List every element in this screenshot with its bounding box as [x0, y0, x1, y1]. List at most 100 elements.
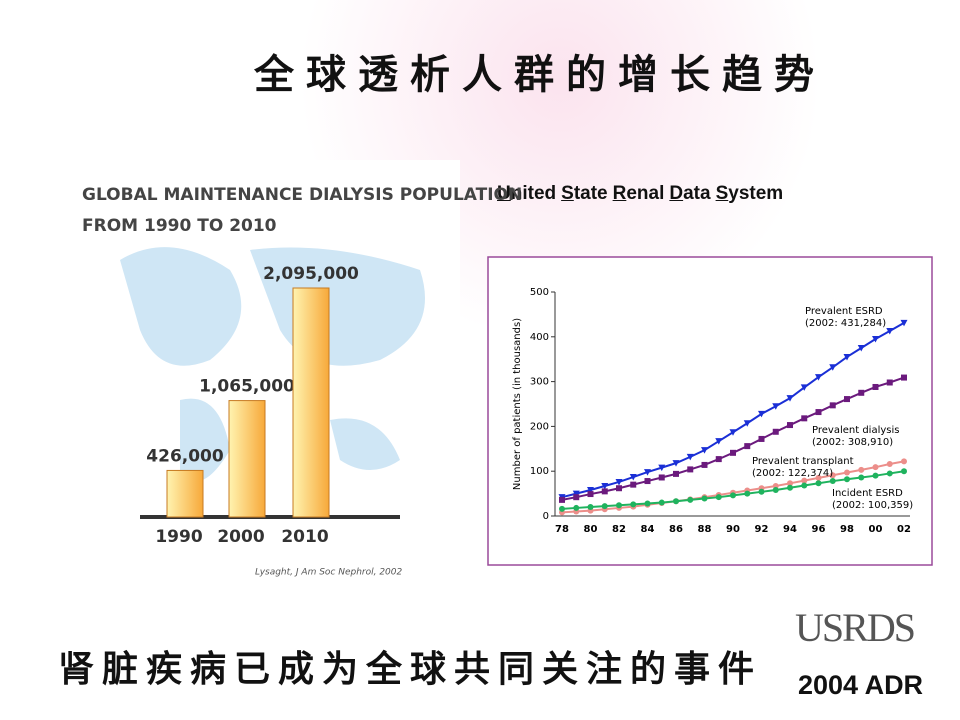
point [687, 466, 694, 473]
point [829, 478, 836, 485]
point [644, 478, 651, 485]
point [829, 364, 837, 371]
point [786, 395, 794, 402]
point [901, 374, 907, 381]
heading-word: Data [669, 183, 711, 204]
point [601, 503, 608, 510]
y-tick-label: 500 [530, 287, 549, 298]
point [615, 478, 623, 486]
point [686, 453, 694, 461]
bar [292, 287, 330, 518]
point [829, 472, 836, 479]
point [573, 504, 580, 511]
point [587, 491, 594, 498]
point [559, 505, 565, 512]
series-label: Prevalent ESRD [805, 306, 883, 317]
point [901, 458, 907, 465]
point [629, 474, 637, 481]
heading-word: United [497, 183, 557, 204]
point [630, 481, 637, 488]
x-tick-label: 84 [641, 524, 655, 535]
point [572, 490, 580, 498]
bar [166, 469, 204, 518]
point [644, 500, 651, 507]
point [701, 495, 708, 502]
point [815, 480, 822, 487]
x-tick-label: 2000 [217, 527, 264, 547]
point [815, 409, 822, 416]
point [829, 402, 836, 409]
point [801, 415, 808, 422]
point [673, 498, 679, 505]
point [658, 499, 665, 506]
point [644, 469, 651, 476]
point [900, 319, 908, 327]
point [573, 494, 580, 501]
x-tick-label: 00 [869, 524, 883, 535]
series-label: Incident ESRD [832, 488, 903, 499]
point [872, 464, 879, 471]
point [658, 464, 666, 472]
point [858, 389, 865, 396]
point [886, 327, 894, 335]
point [858, 466, 865, 473]
slide-footer: 肾脏疾病已成为全球共同关注的事件 [58, 649, 763, 690]
point [730, 449, 736, 456]
value-label: 2,095,000 [263, 264, 359, 284]
point [743, 420, 751, 427]
series-note: (2002: 308,910) [812, 437, 893, 448]
x-tick-label: 82 [612, 524, 626, 535]
report-label: 2004 ADR [798, 670, 924, 700]
x-tick-label: 98 [840, 524, 854, 535]
series-label: Prevalent dialysis [812, 425, 899, 436]
y-tick-label: 300 [530, 377, 549, 388]
series-label: Prevalent transplant [752, 456, 854, 467]
logo: USRDS [795, 605, 916, 650]
source-note: Lysaght, J Am Soc Nephrol, 2002 [255, 568, 403, 578]
y-tick-label: 0 [543, 511, 549, 522]
x-tick-label: 78 [555, 524, 569, 535]
y-tick-label: 100 [530, 466, 549, 477]
bar [228, 400, 266, 518]
heading-word: Renal [612, 183, 665, 204]
point [658, 474, 665, 481]
point [858, 474, 865, 481]
point [701, 447, 708, 454]
point [772, 403, 780, 410]
heading-word: System [715, 183, 784, 204]
point [630, 501, 637, 508]
point [815, 474, 822, 481]
point [587, 504, 594, 511]
x-tick-label: 2010 [281, 527, 328, 547]
point [601, 482, 609, 490]
point [872, 383, 879, 390]
x-tick-label: 96 [812, 524, 826, 535]
point [772, 487, 779, 494]
point [616, 485, 622, 492]
series-note: (2002: 122,374) [752, 468, 833, 479]
point [672, 460, 680, 467]
point [886, 379, 893, 386]
point [715, 494, 722, 501]
x-tick-label: 80 [584, 524, 598, 535]
value-label: 1,065,000 [199, 377, 295, 397]
point [715, 456, 722, 463]
point [787, 480, 793, 487]
point [701, 461, 708, 468]
point [815, 374, 822, 381]
point [744, 443, 751, 450]
point [844, 476, 850, 483]
x-tick-label: 90 [726, 524, 740, 535]
series-note: (2002: 431,284) [805, 318, 886, 329]
x-tick-label: 94 [783, 524, 797, 535]
point [616, 502, 622, 509]
point [687, 496, 694, 503]
world-map [120, 247, 425, 482]
point [886, 470, 893, 477]
series-note: (2002: 100,359) [832, 500, 913, 511]
bar-subtitle: FROM 1990 TO 2010 [82, 216, 277, 236]
point [587, 487, 594, 494]
point [844, 469, 850, 476]
